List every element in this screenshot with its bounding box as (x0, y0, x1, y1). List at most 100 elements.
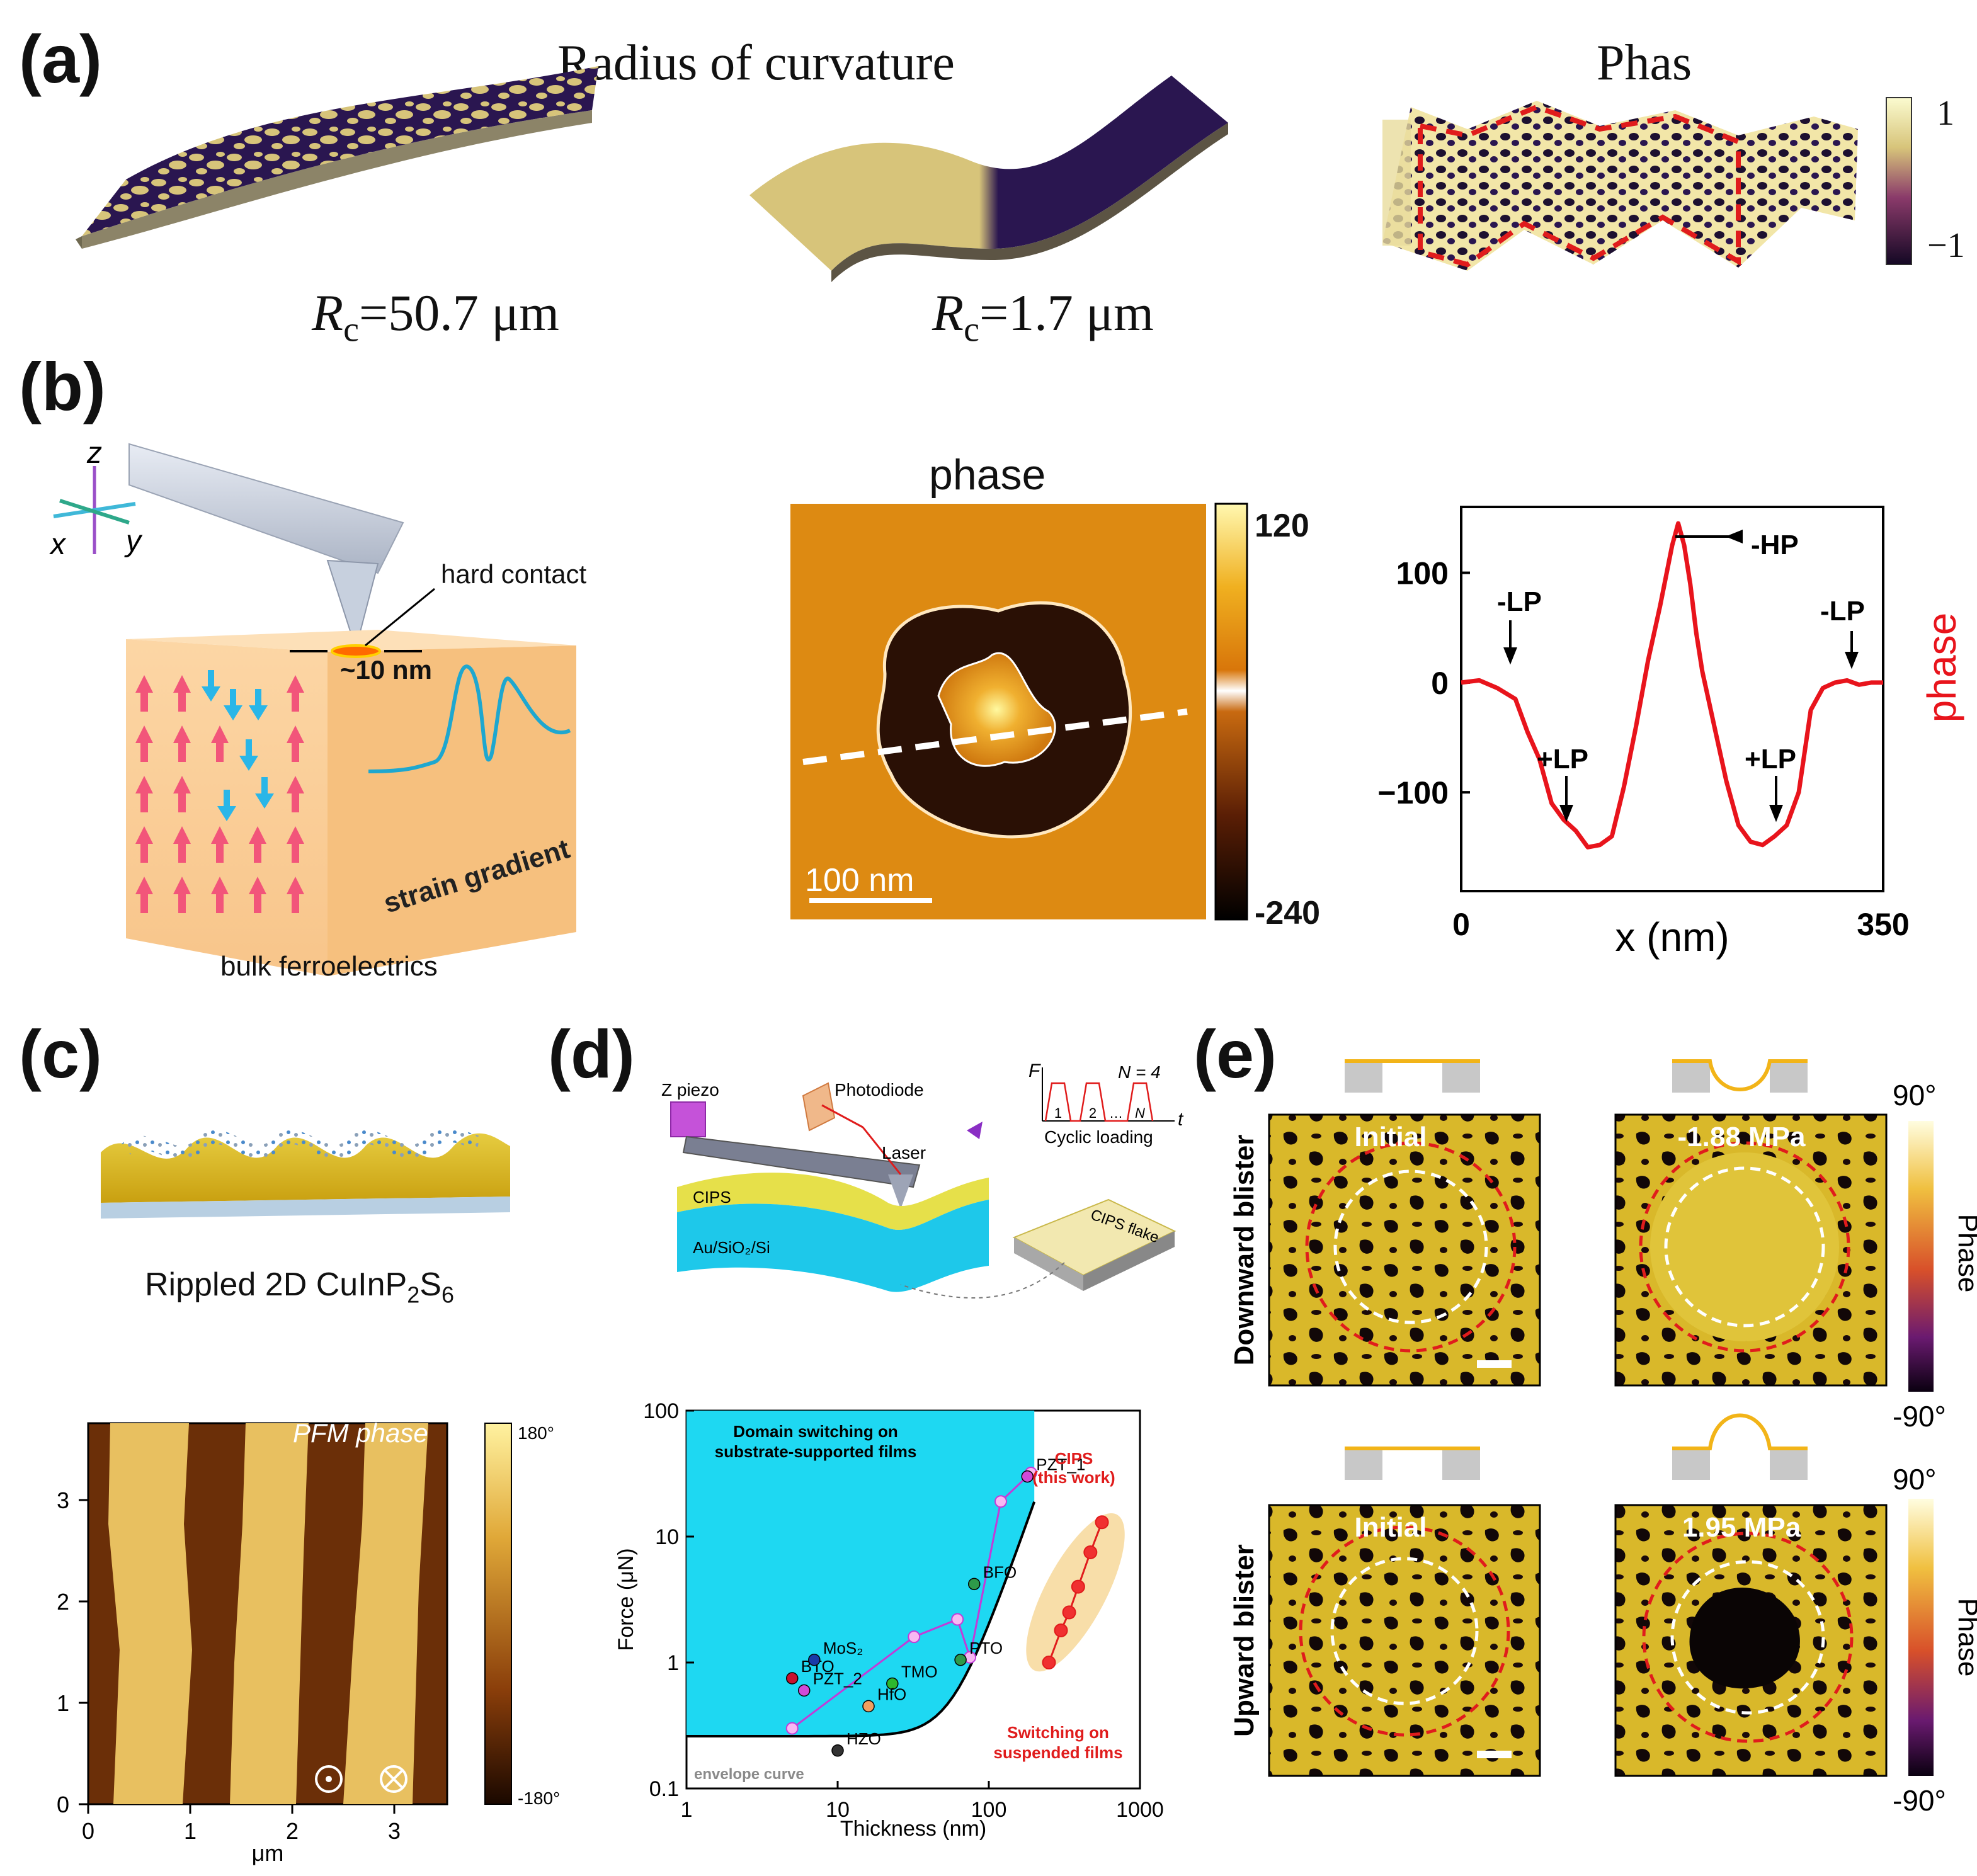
panel-label-a: (a) (19, 21, 102, 97)
label-plp-left: +LP (1537, 744, 1588, 775)
arrowhead-plp-left (1559, 805, 1573, 822)
label-pressure-up: 1.95 MPa (1682, 1512, 1801, 1543)
phase-image (790, 503, 1248, 921)
bulk-label: bulk ferroelectrics (220, 951, 438, 982)
afm-tip (326, 559, 379, 651)
material-point-label: TMO (901, 1662, 938, 1681)
pfm-phase-map: PFM phase 0 1 2 3 0 1 2 3 μm 180° -180° (57, 1418, 560, 1866)
phase-profile-chart: 100 0 −100 0 350 phase x (nm) -HP -LP -LP +L… (1377, 506, 1964, 960)
colorbar-top-title: Phase (1952, 1214, 1977, 1293)
label-pressure-down: -1.88 MPa (1678, 1122, 1806, 1152)
strain-curve (368, 664, 571, 773)
chart-d-xtick-label: 1000 (1116, 1798, 1164, 1822)
contact-spot (331, 644, 381, 658)
rc2-value: =1.7 μm (979, 284, 1154, 341)
axis-z: z (86, 436, 102, 470)
label-hp: -HP (1751, 530, 1799, 560)
into-plane-icon (380, 1765, 407, 1793)
tip-d (888, 1174, 913, 1209)
blister-schematic-up (1672, 1413, 1808, 1480)
pulse-1: 1 (1054, 1105, 1062, 1121)
sheet-rc-1-7 (749, 76, 1228, 282)
profile-line (802, 708, 1188, 765)
rc1-sub: c (343, 310, 359, 350)
region-supported-line2: substrate-supported films (715, 1442, 917, 1461)
chart-d-point (1071, 1579, 1085, 1594)
chart-b-annotation-arrows (1503, 530, 1859, 822)
chart-b-series-line (1461, 521, 1883, 850)
chart-d-point (1095, 1515, 1109, 1530)
material-point-label: PZT_2 (813, 1669, 862, 1688)
material-point-label: MoS₂ (823, 1639, 863, 1657)
contact-size-label: ~10 nm (340, 655, 432, 685)
chart-b-ytick-label: −100 (1377, 775, 1449, 810)
blister-colorbar-top (1908, 1121, 1934, 1392)
cips-this-line1: CIPS (1055, 1449, 1093, 1468)
pfm-xtick-2: 2 (286, 1818, 299, 1844)
rc-label-1: Rc=50.7 μm (312, 283, 559, 350)
substrate-label: Au/SiO₂/Si (693, 1238, 770, 1257)
cantilever-d (682, 1135, 921, 1188)
region-suspended-line2: suspended films (993, 1743, 1122, 1762)
chart-b-ytick-label: 100 (1396, 556, 1449, 591)
panel-a-title: Radius of curvature (557, 35, 955, 91)
chart-b-ylabel: phase (1919, 613, 1964, 722)
label-lp-left: -LP (1497, 586, 1542, 617)
phase-colorbar-min: -240 (1255, 895, 1321, 931)
cips-layer (677, 1173, 989, 1231)
pulse-dots: … (1109, 1105, 1123, 1121)
pfm-xtick-1: 1 (184, 1818, 197, 1844)
material-point-label: PTO (969, 1639, 1003, 1657)
chart-b-xlabel: x (nm) (1615, 914, 1729, 960)
chart-d-ytick-label: 10 (655, 1525, 679, 1549)
rippled-text: Rippled 2D CuInP (145, 1266, 407, 1303)
f-label: F (1028, 1060, 1041, 1081)
chart-d-ytick-label: 100 (643, 1399, 679, 1423)
rippled-label: Rippled 2D CuInP2S6 (145, 1266, 454, 1308)
downward-label: Downward blister (1229, 1135, 1260, 1366)
material-point (967, 1578, 981, 1591)
scale-bar-label: 100 nm (805, 862, 914, 899)
dipole-arrows (135, 675, 304, 913)
stripe-2 (230, 1423, 309, 1804)
material-point (886, 1677, 899, 1690)
panel-a-colorbar-max: 1 (1937, 94, 1954, 133)
rippled-s: S (419, 1266, 442, 1303)
substrate-block (677, 1200, 989, 1292)
chart-d-xlabel: Thickness (nm) (840, 1817, 986, 1841)
material-point-label: HfO (877, 1685, 906, 1703)
cips-label: CIPS (693, 1188, 731, 1207)
chart-d-xtick-label: 10 (826, 1798, 850, 1822)
pfm-label: PFM phase (293, 1418, 428, 1448)
chart-d-ytick-label: 0.1 (649, 1777, 679, 1801)
laser-label: Laser (882, 1143, 926, 1163)
pfm-ytick-1: 1 (57, 1690, 69, 1716)
out-of-plane-icon (315, 1765, 343, 1793)
chart-b-xtick-label: 350 (1857, 907, 1909, 942)
chart-b-ytick-label: 0 (1431, 666, 1449, 701)
cips-flake (1012, 1198, 1177, 1291)
z-piezo-label: Z piezo (661, 1080, 719, 1100)
next-arrow-icon (967, 1122, 983, 1139)
blister-image-up-pressure (1614, 1504, 1888, 1777)
laser-beam-1 (821, 1104, 863, 1128)
n-label: N = 4 (1118, 1062, 1161, 1082)
dotted-link-arrow (900, 1262, 1065, 1299)
material-point-label: HZO (846, 1729, 881, 1748)
label-lp-right: -LP (1820, 596, 1865, 627)
panel-b-schematic: z x y strain (49, 436, 576, 976)
panel-label-e: (e) (1194, 1016, 1277, 1092)
panel-label-d: (d) (548, 1016, 635, 1092)
rc2-sub: c (964, 310, 979, 350)
hard-contact-pointer (365, 588, 435, 647)
material-point (798, 1684, 811, 1697)
z-piezo-block (670, 1101, 706, 1137)
region-supported-line1: Domain switching on (733, 1422, 897, 1441)
blister-image-initial-up (1268, 1504, 1541, 1777)
stripe-3 (343, 1423, 428, 1804)
chart-d-point (908, 1630, 921, 1644)
chart-d-series-line (791, 1472, 1032, 1729)
cube-top (126, 630, 576, 652)
rippled-sub2: 6 (441, 1282, 454, 1308)
rippled-sub1: 2 (407, 1282, 420, 1308)
